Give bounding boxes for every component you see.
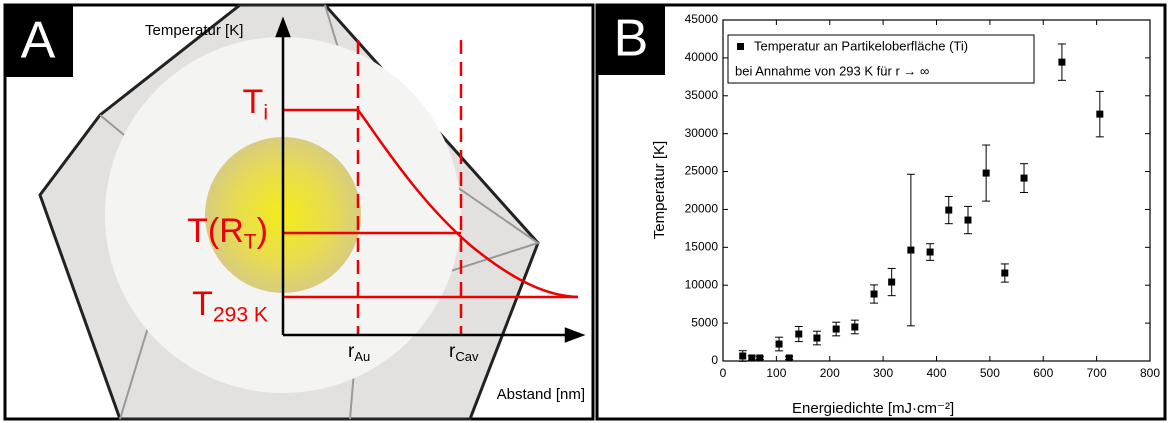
legend-note: bei Annahme von 293 K für r → ∞ xyxy=(735,63,929,78)
label-sub: Cav xyxy=(455,349,479,364)
point xyxy=(870,290,878,298)
x-tick-label: 700 xyxy=(1087,366,1107,380)
point xyxy=(1001,269,1009,277)
label-main: T xyxy=(243,83,264,121)
legend-marker xyxy=(737,43,744,50)
point xyxy=(926,248,934,256)
y-tick-label: 45000 xyxy=(685,12,719,26)
point xyxy=(1096,110,1104,118)
point xyxy=(785,354,793,362)
x-axis-label: Abstand [nm] xyxy=(497,386,585,403)
point xyxy=(982,169,990,177)
label-main: T(R xyxy=(187,212,244,250)
point xyxy=(813,334,821,342)
label-sub: 293 K xyxy=(213,303,268,326)
point xyxy=(964,216,972,224)
y-tick-label: 40000 xyxy=(685,50,719,64)
y-tick-label: 35000 xyxy=(685,88,719,102)
arrow xyxy=(564,327,586,343)
x-tick-label: 500 xyxy=(980,366,1000,380)
x-tick-label: 600 xyxy=(1033,366,1053,380)
temperature-curve xyxy=(356,109,579,299)
point xyxy=(888,278,896,286)
label-box xyxy=(597,5,665,75)
point xyxy=(748,354,756,362)
x-tick-label: 0 xyxy=(720,366,727,380)
legend xyxy=(727,34,1035,84)
diagram-label: Ti xyxy=(243,83,268,124)
x-axis-label: Energiedichte [mJ·cm⁻²] xyxy=(792,400,954,417)
legend-entry: Temperatur an Partikeloberfläche (Ti) xyxy=(754,38,968,53)
y-tick-label: 5000 xyxy=(691,315,718,329)
label-sub: i xyxy=(263,101,268,124)
label-main: r xyxy=(348,341,355,362)
axes xyxy=(275,16,586,343)
radius-label: rAu xyxy=(348,341,370,364)
diagram-label: T(RT) xyxy=(187,212,268,253)
y-tick-label: 30000 xyxy=(685,126,719,140)
x-tick-label: 400 xyxy=(926,366,946,380)
arrow xyxy=(275,16,291,38)
y-axis-label: Temperatur [K] xyxy=(145,22,243,39)
point xyxy=(795,330,803,338)
x-tick-label: 100 xyxy=(766,366,786,380)
radius-label: rCav xyxy=(449,341,479,364)
label-sub: Au xyxy=(354,349,370,364)
x-tick-label: 300 xyxy=(873,366,893,380)
x-tick-label: 200 xyxy=(820,366,840,380)
point xyxy=(1058,58,1066,66)
point xyxy=(739,352,747,360)
y-axis-label: Temperatur [K] xyxy=(651,141,668,239)
label-box xyxy=(5,5,73,77)
diagram-label: T293 K xyxy=(192,285,268,326)
label-main: r xyxy=(449,341,456,362)
point xyxy=(756,354,764,362)
x-tick-label: 800 xyxy=(1140,366,1160,380)
point xyxy=(775,340,783,348)
y-tick-label: 0 xyxy=(711,353,718,367)
panel-label: B xyxy=(614,10,649,68)
panel-label: A xyxy=(21,12,56,70)
panel-a: Temperatur [K] Abstand [nm] A xyxy=(3,3,595,421)
point xyxy=(907,246,915,254)
y-tick-label: 15000 xyxy=(685,240,719,254)
y-tick-label: 20000 xyxy=(685,202,719,216)
curves xyxy=(283,40,579,335)
label-after: ) xyxy=(257,212,268,250)
point xyxy=(832,325,840,333)
point xyxy=(851,323,859,331)
point xyxy=(945,206,953,214)
label-main: T xyxy=(192,285,213,323)
panel-frame xyxy=(595,3,1167,421)
label-sub: T xyxy=(244,230,257,253)
y-tick-label: 10000 xyxy=(685,277,719,291)
point xyxy=(1020,174,1028,182)
y-tick-label: 25000 xyxy=(685,164,719,178)
